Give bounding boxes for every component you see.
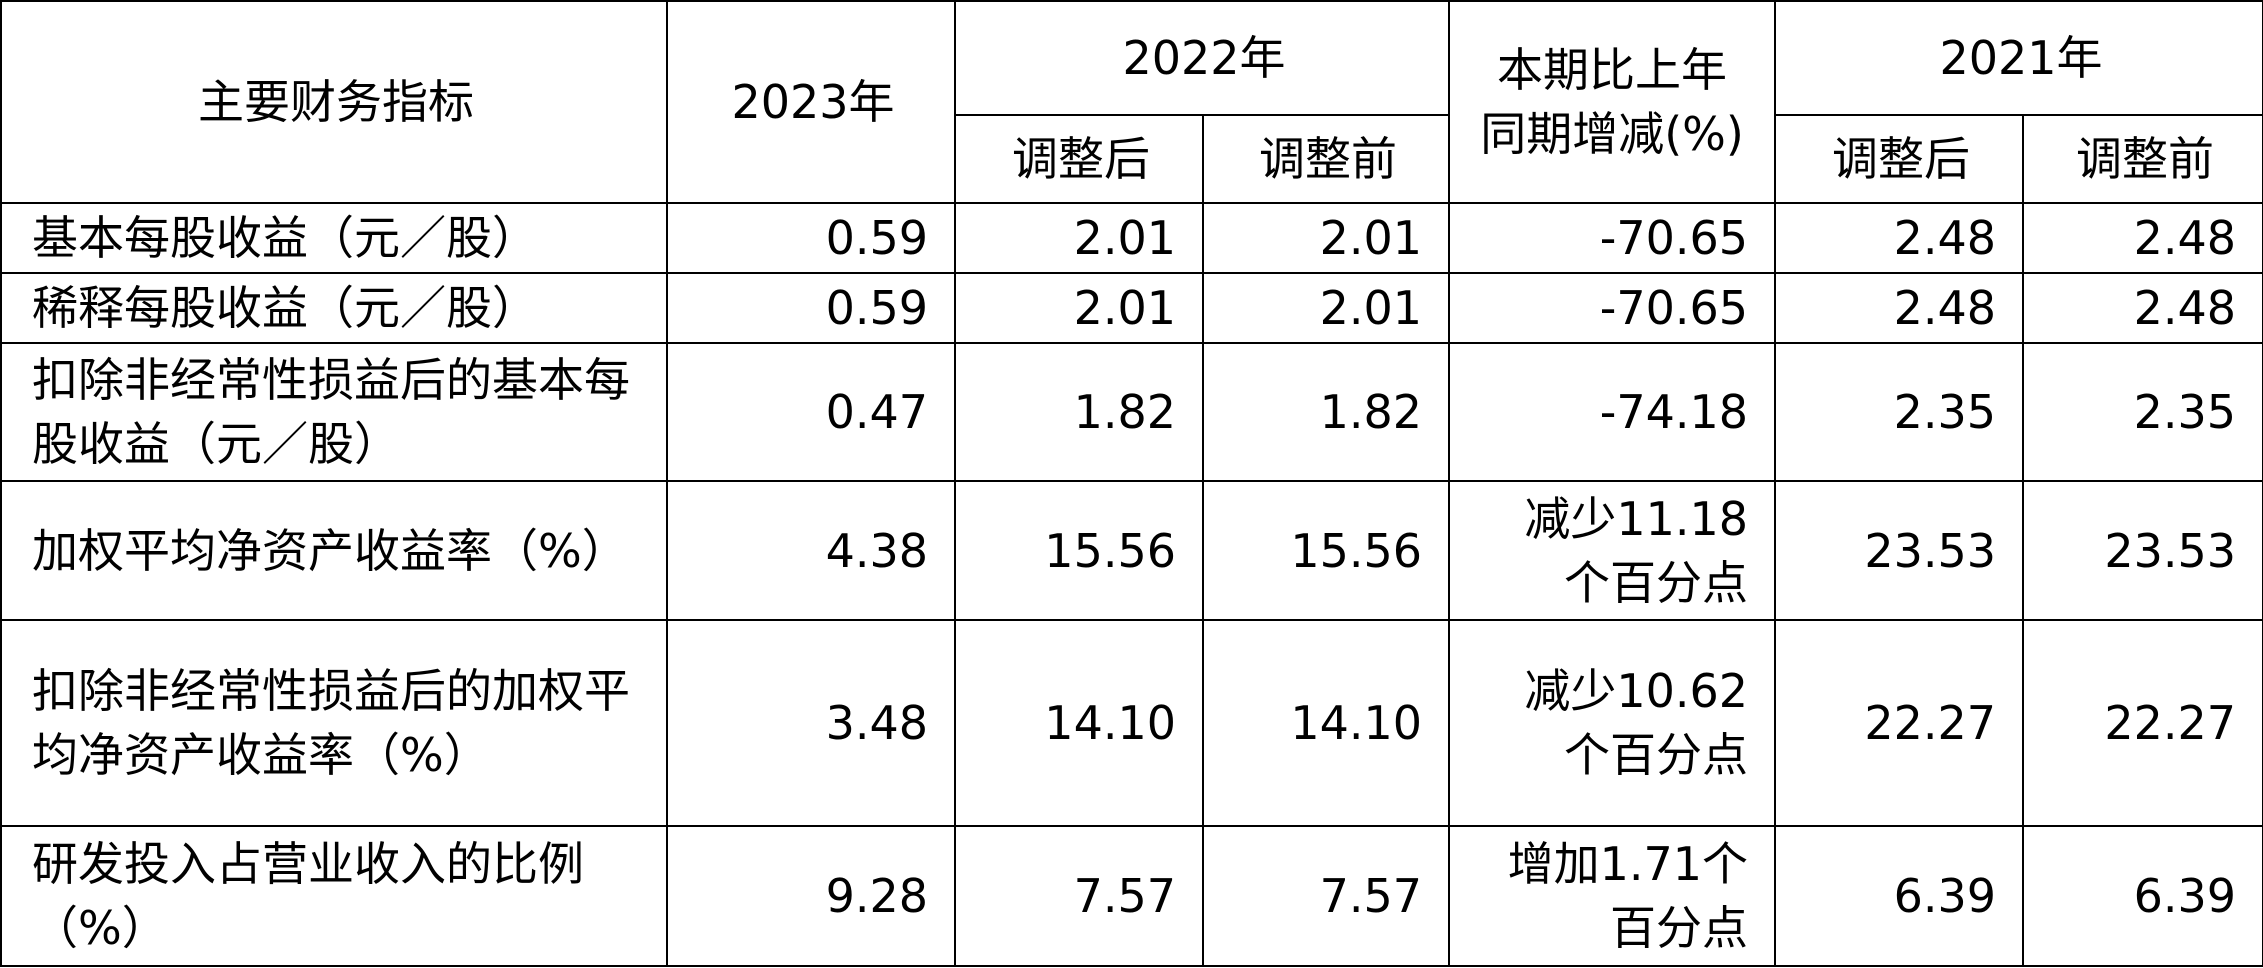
table-row: 扣除非经常性损益后的基本每股收益（元／股） 0.47 1.82 1.82 -74… [0,342,2263,483]
cell-2021-after: 23.53 [1774,480,2025,621]
row-label: 稀释每股收益（元／股） [0,272,668,345]
header-2021: 2021年 [1774,0,2263,117]
cell-change: -70.65 [1448,272,1777,345]
cell-2021-after: 22.27 [1774,618,2025,827]
cell-2022-before: 1.82 [1201,342,1451,483]
change-line-2: 个百分点 [1564,555,1749,610]
change-line-2: 个百分点 [1564,727,1749,782]
change-line-1: 减少10.62 [1524,663,1749,718]
change-line-1: 增加1.71个 [1507,836,1749,891]
cell-2022-before: 14.10 [1201,618,1451,827]
row-label: 扣除非经常性损益后的加权平均净资产收益率（%） [0,618,668,827]
cell-2021-after: 6.39 [1774,824,2025,968]
table-row: 稀释每股收益（元／股） 0.59 2.01 2.01 -70.65 2.48 2… [0,272,2263,345]
header-2022: 2022年 [953,0,1451,117]
header-row-2: 调整后 调整前 调整后 调整前 [1,114,2263,205]
cell-change: -74.18 [1448,342,1777,483]
cell-2023: 0.59 [666,272,956,345]
cell-2022-after: 1.82 [954,342,1204,483]
cell-2021-before: 23.53 [2022,480,2263,621]
change-line-1: -70.65 [1599,281,1749,336]
cell-2021-before: 22.27 [2022,618,2263,827]
header-2022-adjusted-before: 调整前 [1201,114,1451,205]
cell-2021-before: 2.48 [2022,202,2263,275]
table-row: 加权平均净资产收益率（%） 4.38 15.56 15.56 减少11.18 个… [0,480,2263,621]
cell-2022-before: 15.56 [1201,480,1451,621]
cell-2022-before: 2.01 [1201,202,1451,275]
cell-2021-after: 2.35 [1774,342,2025,483]
cell-2022-before: 2.01 [1201,272,1451,345]
header-2022-adjusted-after: 调整后 [954,114,1204,205]
cell-2022-after: 7.57 [954,824,1204,968]
header-2023: 2023年 [666,0,956,205]
cell-change: 减少10.62 个百分点 [1448,618,1777,827]
cell-2023: 0.47 [666,342,956,483]
header-change: 本期比上年同期增减(%) [1448,0,1777,205]
cell-2021-after: 2.48 [1774,202,2025,275]
cell-2023: 9.28 [666,824,956,968]
table-row: 基本每股收益（元／股） 0.59 2.01 2.01 -70.65 2.48 2… [0,202,2263,275]
cell-2022-after: 15.56 [954,480,1204,621]
cell-2021-before: 2.35 [2022,342,2263,483]
cell-2021-before: 6.39 [2022,824,2263,968]
change-line-1: -74.18 [1599,385,1749,440]
header-row-1: 主要财务指标 2023年 2022年 本期比上年同期增减(%) 2021年 [0,0,2263,205]
row-label: 基本每股收益（元／股） [0,202,668,275]
change-line-2: 百分点 [1610,900,1749,955]
cell-2022-after: 2.01 [954,202,1204,275]
row-label: 研发投入占营业收入的比例（%） [0,824,668,968]
header-2021-adjusted-after: 调整后 [1774,114,2025,205]
change-line-1: 减少11.18 [1524,491,1749,546]
cell-2022-before: 7.57 [1201,824,1451,968]
table-row: 研发投入占营业收入的比例（%） 9.28 7.57 7.57 增加1.71个 百… [0,824,2263,968]
cell-change: -70.65 [1448,202,1777,275]
cell-2023: 3.48 [666,618,956,827]
cell-2023: 4.38 [666,480,956,621]
cell-2022-after: 2.01 [954,272,1204,345]
header-indicator: 主要财务指标 [0,0,668,205]
cell-2023: 0.59 [666,202,956,275]
row-label: 扣除非经常性损益后的基本每股收益（元／股） [0,342,668,483]
table-row: 扣除非经常性损益后的加权平均净资产收益率（%） 3.48 14.10 14.10… [0,618,2263,827]
cell-2021-after: 2.48 [1774,272,2025,345]
row-label: 加权平均净资产收益率（%） [0,480,668,621]
cell-2022-after: 14.10 [954,618,1204,827]
cell-change: 增加1.71个 百分点 [1448,824,1777,968]
cell-2021-before: 2.48 [2022,272,2263,345]
header-2021-adjusted-before: 调整前 [2022,114,2263,205]
change-line-1: -70.65 [1599,211,1749,266]
cell-change: 减少11.18 个百分点 [1448,480,1777,621]
